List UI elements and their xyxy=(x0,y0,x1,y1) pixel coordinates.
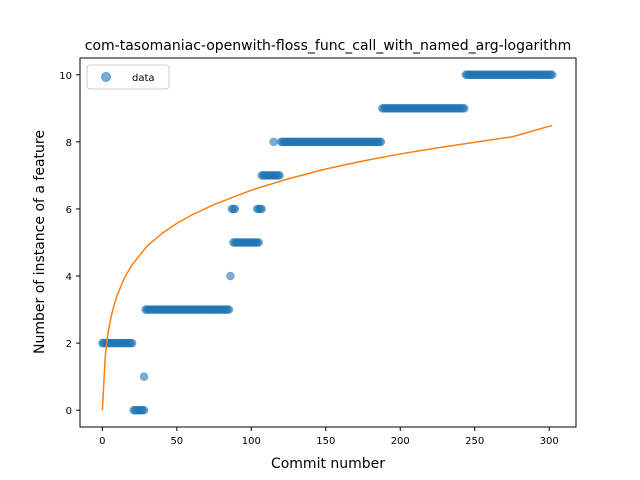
x-tick-label: 250 xyxy=(465,436,484,447)
x-axis-label: Commit number xyxy=(271,456,385,472)
data-point xyxy=(257,204,266,214)
legend-label-data: data xyxy=(132,73,155,84)
x-axis-ticks: 0 50 100 150 200 250 300 xyxy=(99,427,559,447)
chart-title: com-tasomaniac-openwith-floss_func_call_… xyxy=(85,38,571,54)
data-point xyxy=(269,137,278,147)
axes-frame xyxy=(79,57,577,428)
data-point xyxy=(224,305,234,314)
legend: data xyxy=(86,64,170,90)
y-tick-label: 8 xyxy=(66,138,72,149)
data-point xyxy=(127,338,137,348)
data-point xyxy=(139,372,149,381)
x-tick-label: 100 xyxy=(242,436,261,447)
data-point xyxy=(230,204,240,214)
data-point xyxy=(376,137,386,147)
x-tick-label: 0 xyxy=(99,436,105,447)
y-axis-label: Number of instance of a feature xyxy=(32,130,48,354)
x-tick-label: 50 xyxy=(170,436,183,447)
x-tick-label: 150 xyxy=(316,436,335,447)
x-tick-label: 300 xyxy=(540,436,559,447)
y-tick-label: 0 xyxy=(66,406,72,417)
data-point xyxy=(254,238,263,247)
y-tick-label: 6 xyxy=(66,205,72,216)
legend-box xyxy=(86,64,170,90)
y-tick-label: 2 xyxy=(66,339,72,350)
data-point xyxy=(275,171,284,180)
data-point xyxy=(139,405,149,415)
x-tick-label: 200 xyxy=(391,436,410,447)
y-tick-label: 10 xyxy=(59,71,72,82)
y-axis-ticks: 0 2 4 6 8 10 xyxy=(59,71,80,417)
series-layer xyxy=(98,70,557,415)
data-point xyxy=(547,70,557,80)
y-tick-label: 4 xyxy=(66,272,72,283)
data-point xyxy=(226,271,235,281)
fit-line xyxy=(101,124,553,411)
legend-marker-data xyxy=(101,72,111,82)
data-point xyxy=(460,104,469,113)
